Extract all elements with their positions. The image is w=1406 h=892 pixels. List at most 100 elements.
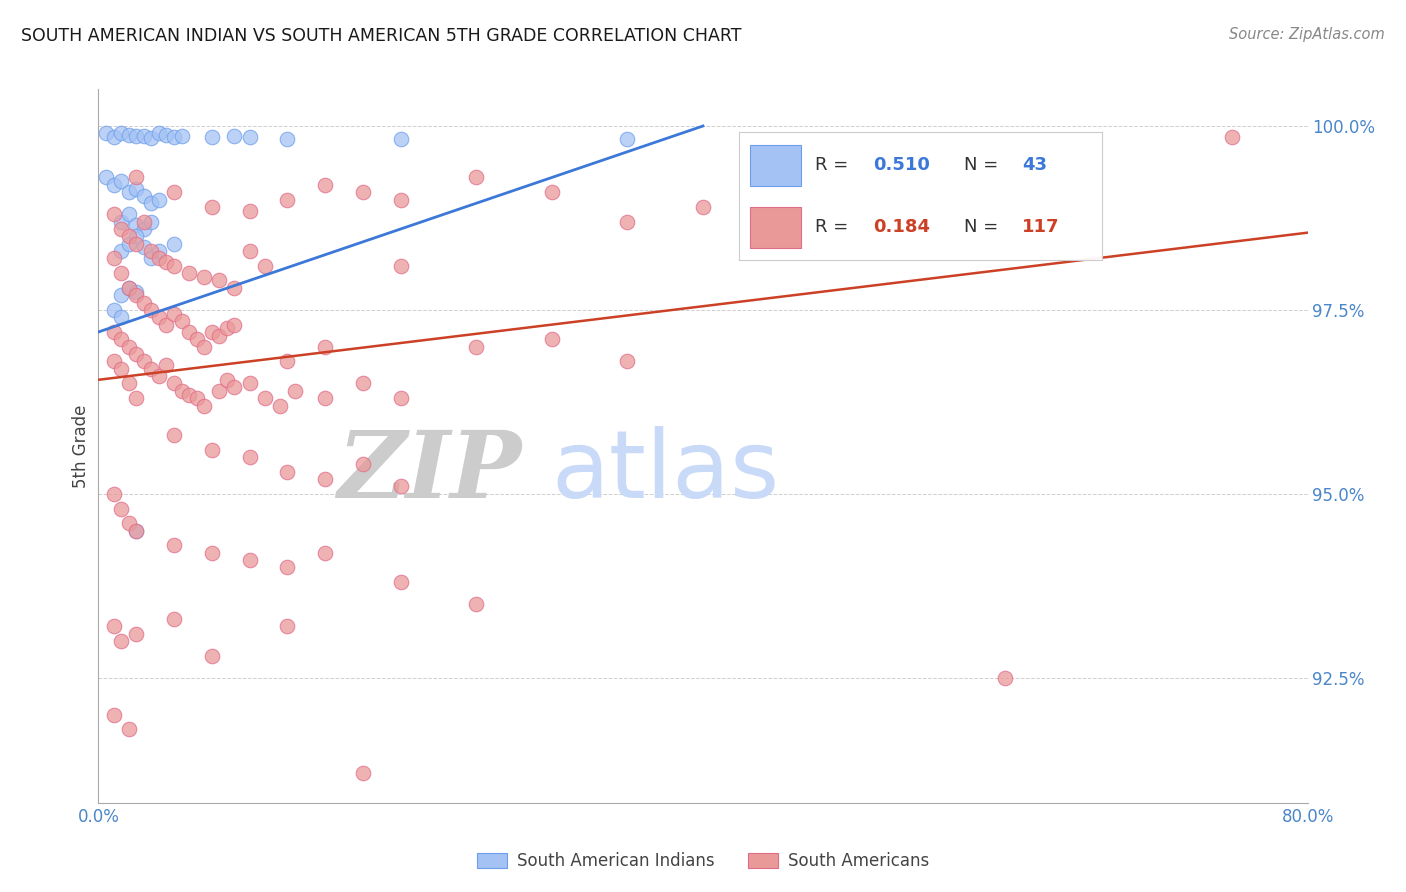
Point [148,244,170,258]
Point [118,723,141,737]
Point [540,185,562,199]
Point [465,597,488,611]
Point [118,281,141,295]
Point [389,575,412,590]
Point [208,384,231,398]
Point [141,131,163,145]
Point [692,200,714,214]
Point [110,214,132,228]
Point [276,354,298,368]
Point [352,766,374,780]
Point [94,126,117,140]
Bar [751,145,801,186]
Text: N =: N = [965,218,1004,236]
Point [163,259,186,273]
Bar [751,207,801,248]
Point [314,472,336,486]
Point [253,391,276,405]
Point [103,325,125,339]
Point [118,128,141,142]
Point [125,236,148,251]
Point [155,255,177,269]
Point [170,384,193,398]
Point [148,369,170,384]
Point [224,128,246,143]
Point [465,170,488,185]
Point [125,524,148,538]
Point [276,560,298,574]
Point [103,619,125,633]
Point [179,325,201,339]
Point [155,358,177,372]
Text: N =: N = [965,156,1004,175]
Point [314,340,336,354]
Point [179,387,201,401]
Point [224,380,246,394]
Point [163,538,186,552]
Point [103,207,125,221]
Point [314,391,336,405]
Point [94,170,117,185]
Point [148,126,170,140]
Point [193,269,215,284]
Point [284,384,307,398]
Point [118,281,141,295]
Point [352,185,374,199]
Point [141,214,163,228]
Point [125,347,148,361]
Point [201,442,224,457]
Point [616,354,638,368]
Point [110,266,132,280]
Point [193,399,215,413]
Point [389,391,412,405]
Point [352,458,374,472]
Text: 0.184: 0.184 [873,218,931,236]
Point [201,546,224,560]
Text: 43: 43 [1022,156,1047,175]
Point [125,219,148,233]
Point [110,126,132,140]
Text: atlas: atlas [551,425,780,517]
Point [132,128,155,143]
Text: 117: 117 [1022,218,1060,236]
Point [314,546,336,560]
Point [103,178,125,192]
Point [110,361,132,376]
Point [201,325,224,339]
Point [201,200,224,214]
Point [224,281,246,295]
Point [125,129,148,144]
Point [239,130,262,145]
Point [118,185,141,199]
Point [125,181,148,195]
Point [125,626,148,640]
Point [994,671,1017,685]
Legend: South American Indians, South Americans: South American Indians, South Americans [470,846,936,877]
Point [163,307,186,321]
Point [118,236,141,251]
Point [276,619,298,633]
Point [163,185,186,199]
Point [269,399,291,413]
Point [110,174,132,188]
Point [163,612,186,626]
Point [239,244,262,258]
Point [110,222,132,236]
Point [239,376,262,391]
Point [389,132,412,146]
Point [110,310,132,325]
Point [215,373,238,387]
Point [389,259,412,273]
Point [155,128,177,142]
Text: Source: ZipAtlas.com: Source: ZipAtlas.com [1229,27,1385,42]
Point [201,648,224,663]
Point [239,450,262,464]
Point [103,487,125,501]
Point [110,332,132,346]
Point [132,240,155,254]
Point [125,285,148,299]
Point [170,314,193,328]
Point [141,252,163,266]
Point [239,553,262,567]
Point [132,354,155,368]
